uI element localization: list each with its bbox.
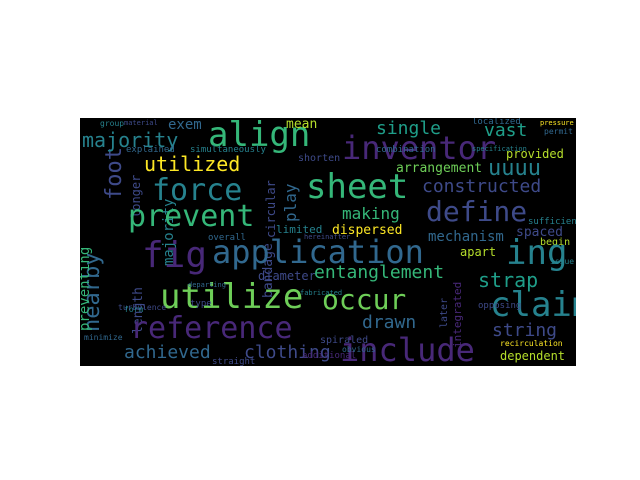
word-force: force — [152, 173, 243, 208]
word-clothing: clothing — [244, 342, 331, 363]
word-diameter: diameter — [258, 269, 316, 283]
word-drawn: drawn — [362, 312, 417, 333]
word-reference: reference — [130, 311, 293, 346]
word-single: single — [376, 118, 442, 139]
word-turbulence: turbulence — [118, 303, 167, 312]
word-later: later — [439, 297, 450, 328]
word-utilized: utilized — [144, 152, 241, 176]
word-dispersed: dispersed — [332, 223, 403, 238]
word-provided: provided — [506, 147, 564, 161]
word-preventing: preventing — [80, 246, 93, 331]
word-mean: mean — [286, 118, 318, 132]
word-strap: strap — [478, 268, 539, 292]
word-recirculation: recirculation — [500, 339, 563, 348]
word-claim: claim — [490, 285, 576, 325]
word-making: making — [342, 204, 400, 223]
word-arrangement: arrangement — [396, 161, 483, 176]
word-dependent: dependent — [500, 349, 566, 363]
word-specification: specification — [472, 145, 527, 153]
word-majority-h: majority — [82, 128, 179, 152]
word-departing: departing — [188, 281, 226, 289]
word-play: play — [281, 183, 300, 222]
word-constructed: constructed — [422, 176, 542, 197]
word-form: form — [124, 305, 144, 314]
word-begin: begin — [540, 237, 571, 248]
word-foot: foot — [102, 147, 127, 200]
word-pressure: pressure — [540, 119, 574, 127]
word-overall: overall — [208, 233, 246, 243]
word-prevent: prevent — [128, 199, 255, 234]
word-issue: issue — [550, 257, 575, 266]
word-achieved: achieved — [124, 342, 211, 363]
word-inventor: inventor — [342, 129, 497, 167]
word-application: application — [212, 233, 424, 271]
word-combination: combination — [376, 145, 436, 155]
word-straight: straight — [212, 357, 256, 367]
word-localized: localized — [472, 118, 521, 127]
word-fig: fig — [142, 235, 208, 276]
word-permit: permit — [544, 127, 573, 136]
word-additional: additional — [302, 351, 357, 361]
word-align: align — [208, 118, 311, 155]
word-occur: occur — [322, 283, 407, 316]
word-limited: limited — [276, 223, 323, 236]
word-sufficiently: sufficiently — [528, 217, 576, 227]
word-group: group — [100, 119, 125, 128]
word-opposing: opposing — [478, 301, 522, 311]
word-minimize: minimize — [84, 333, 123, 342]
word-spiraled: spiraled — [320, 335, 369, 346]
word-shorten: shorten — [298, 153, 341, 164]
word-vast: vast — [484, 120, 528, 141]
word-material: material — [124, 119, 158, 127]
word-mechanism: mechanism — [428, 229, 504, 245]
word-entanglement: entanglement — [314, 262, 445, 283]
word-exem: exem — [168, 118, 202, 133]
word-include: include — [340, 331, 475, 366]
word-define: define — [426, 195, 528, 228]
word-explained: explained — [126, 145, 175, 155]
word-type: type — [190, 299, 212, 309]
word-apart: apart — [460, 245, 497, 259]
word-ing: ing — [506, 233, 568, 273]
word-hereinafter: hereinafter — [304, 233, 351, 241]
word-obvious: obvious — [342, 345, 376, 354]
word-simultaneously: simultaneously — [190, 145, 266, 155]
word-uuuu: uuuu — [488, 156, 541, 181]
word-string: string — [492, 320, 558, 341]
word-spaced: spaced — [516, 225, 563, 240]
word-sheet: sheet — [306, 167, 409, 207]
word-cloud: majority foot nearby preventing length l… — [80, 118, 576, 366]
word-utilize: utilize — [160, 277, 304, 317]
word-fabricated: fabricated — [300, 289, 343, 297]
